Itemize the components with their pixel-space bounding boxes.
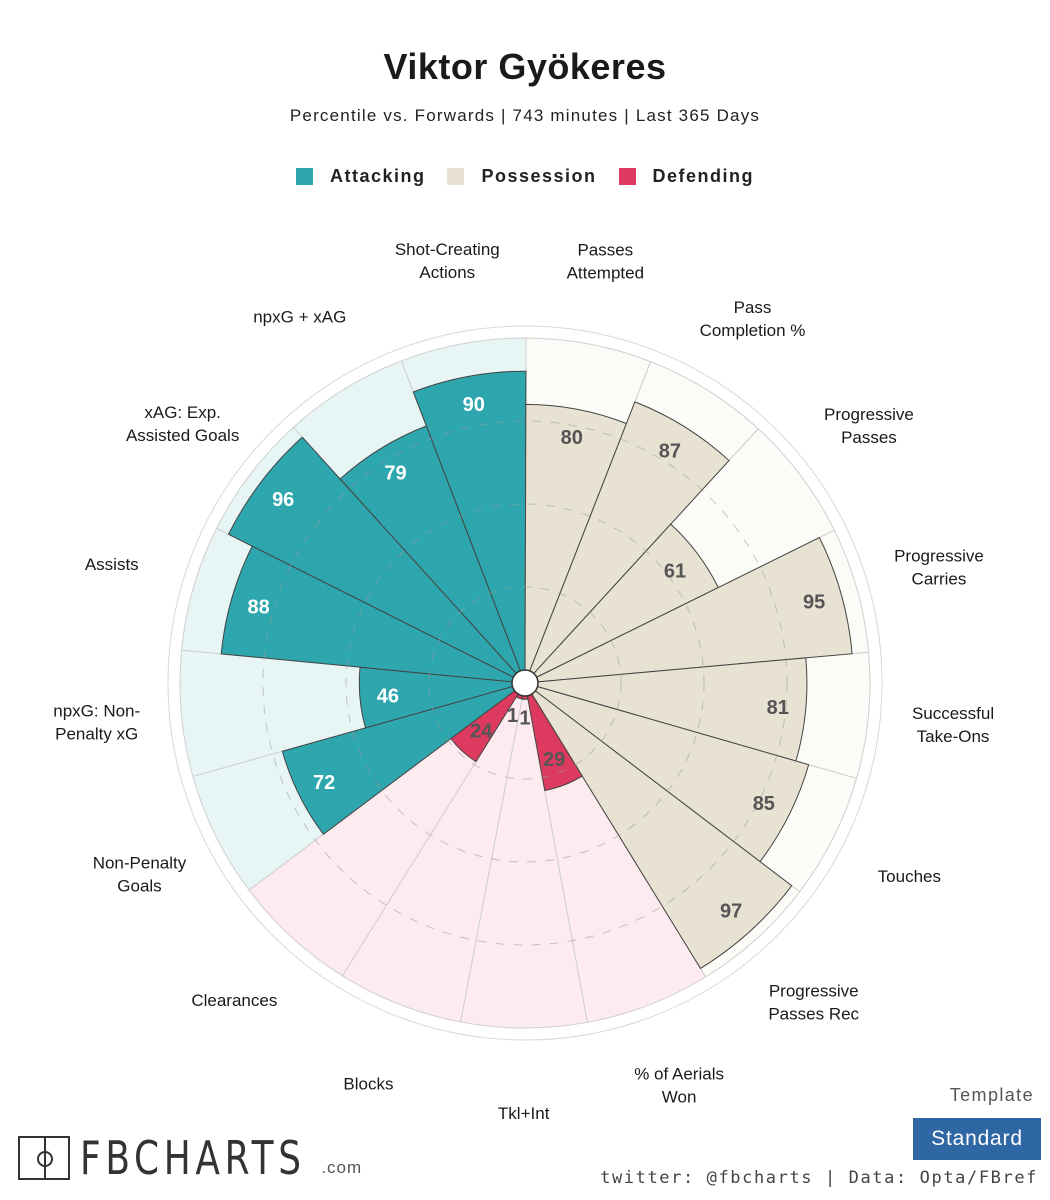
metric-label-clearances: Clearances [191,991,277,1010]
template-button[interactable]: Standard [913,1118,1041,1160]
legend-swatch-possession [447,168,465,185]
value-label-assists: 88 [248,596,270,618]
fbcharts-logo: FBCHARTS .com [18,1131,363,1185]
value-label-non-penalty-goals: 72 [313,772,335,794]
metric-label-pass-completion: Pass Completion % [700,298,806,340]
logo-suffix: .com [321,1158,363,1177]
value-label-progressive-carries: 95 [803,592,825,614]
gridlines [262,420,788,946]
metric-label-tkl-int: Tkl+Int [498,1104,550,1123]
template-label: Template [949,1085,1034,1105]
metric-label-passes-attempted: Passes Attempted [567,241,645,283]
footer-credit: twitter: @fbcharts | Data: Opta/FBref [600,1168,1038,1188]
gridline-50 [345,503,705,863]
metric-label-of-aerials-won: % of Aerials Won [634,1064,724,1106]
outer-ring [167,325,883,1041]
legend-label-possession: Possession [481,166,597,186]
legend-item-attacking: Attacking [295,166,426,187]
gridline-75 [262,420,788,946]
value-label-touches: 85 [753,793,775,815]
chart-title: Viktor Gyökeres [383,46,667,87]
value-label-clearances: 24 [470,721,493,743]
value-label-xag-exp-assisted-goals: 96 [272,489,294,511]
chart-subtitle: Percentile vs. Forwards | 743 minutes | … [289,106,761,125]
legend: Attacking Possession Defending [0,166,1050,187]
metric-label-npxg-xag: npxG + xAG [253,308,346,327]
legend-item-possession: Possession [447,166,596,187]
metric-label-successful-take-ons: Successful Take-Ons [912,704,994,746]
legend-swatch-attacking [295,168,313,185]
value-label-npxg-xag: 79 [384,462,406,484]
legend-swatch-defending [618,168,636,185]
value-label-of-aerials-won: 29 [543,749,565,771]
metric-label-blocks: Blocks [343,1074,393,1093]
legend-item-defending: Defending [618,166,755,187]
value-label-shot-creating-actions: 90 [463,394,485,416]
value-labels: 90 80 87 61 95 81 85 97 29 11 24 72 46 88 96 79 [248,394,826,923]
metric-label-shot-creating-actions: Shot-Creating Actions [395,240,500,282]
value-label-successful-take-ons: 81 [767,697,789,719]
center-circle [511,669,539,697]
value-label-blocks: 1 [507,705,518,727]
value-label-progressive-passes: 61 [664,560,686,582]
value-label-tkl-int: 1 [519,707,530,729]
metric-label-progressive-passes-rec: Progressive Passes Rec [768,982,859,1024]
metric-label-npxg-non-penalty-xg: npxG: Non-Penalty xG [53,701,140,743]
value-label-pass-completion: 87 [659,441,681,463]
gridline-25 [428,586,622,780]
value-label-passes-attempted: 80 [561,427,583,449]
pitch-icon [18,1136,70,1180]
value-label-npxg-non-penalty-xg: 46 [377,685,399,707]
metric-label-xag-exp-assisted-goals: xAG: Exp. Assisted Goals [126,403,239,445]
legend-label-defending: Defending [652,166,755,186]
value-bars [220,370,853,970]
metric-label-progressive-passes: Progressive Passes [824,405,914,447]
legend-label-attacking: Attacking [329,166,426,186]
metric-labels: Shot-Creating Actions Passes Attempted Pass C… [53,240,994,1123]
metric-label-assists: Assists [85,555,139,574]
metric-label-touches: Touches [878,867,941,886]
value-label-progressive-passes-rec: 97 [720,901,742,923]
metric-label-progressive-carries: Progressive Carries [894,547,984,589]
logo-text: FBCHARTS [80,1131,306,1185]
metric-label-non-penalty-goals: Non-Penalty Goals [93,853,187,895]
